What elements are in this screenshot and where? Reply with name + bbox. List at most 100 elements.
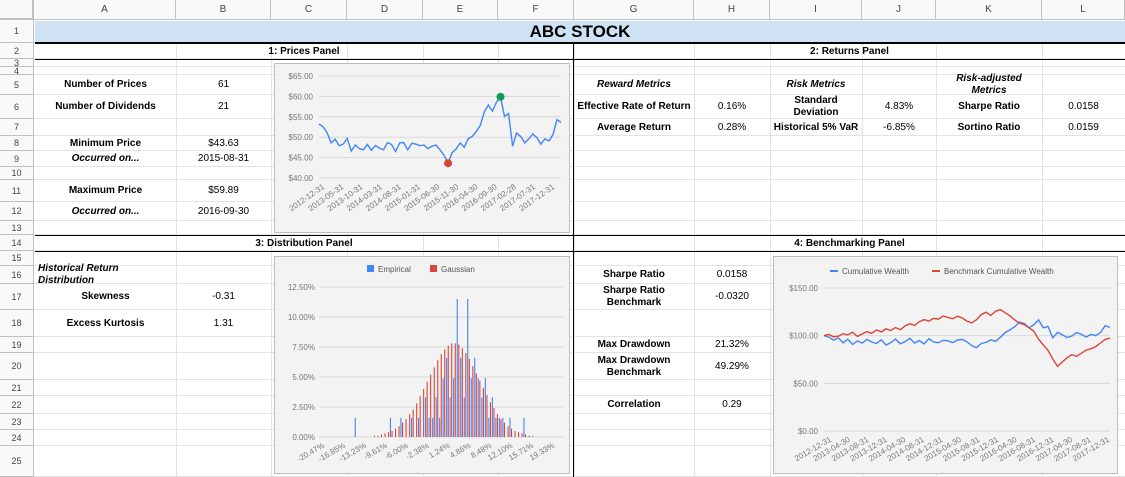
average-return-value[interactable]: 0.28%: [717, 121, 747, 133]
row-header-23[interactable]: 23: [0, 414, 34, 430]
row-header-2[interactable]: 2: [0, 43, 34, 59]
price-series-line: [318, 95, 562, 165]
row-header-20[interactable]: 20: [0, 353, 34, 380]
min-date-label[interactable]: Occurred on...: [71, 153, 140, 164]
correlation-value[interactable]: 0.29: [722, 399, 742, 410]
row-header-22[interactable]: 22: [0, 396, 34, 414]
column-header-a[interactable]: A: [34, 0, 176, 20]
column-header-i[interactable]: I: [770, 0, 862, 20]
var-label[interactable]: Historical 5% VaR: [773, 121, 859, 133]
select-all-corner[interactable]: [0, 0, 34, 20]
benchmark-chart[interactable]: $150.00 $100.00 $50.00 $0.00 Cumulative Weal…: [773, 256, 1118, 474]
sheet-title[interactable]: ABC STOCK: [529, 22, 631, 41]
max-drawdown-benchmark-label[interactable]: Max Drawdown Benchmark: [597, 354, 671, 378]
min-price-marker: [444, 159, 453, 168]
row-header-1[interactable]: 1: [0, 20, 34, 43]
num-prices-label[interactable]: Number of Prices: [64, 79, 147, 90]
row-header-19[interactable]: 19: [0, 337, 34, 353]
distribution-chart[interactable]: 12.50% 10.00% 7.50% 5.00% 2.50% 0.00% Empirica…: [274, 256, 570, 474]
correlation-label[interactable]: Correlation: [607, 399, 661, 410]
benchmarking-panel-header[interactable]: 4: Benchmarking Panel: [794, 237, 905, 249]
column-header-e[interactable]: E: [423, 0, 498, 20]
min-price-label[interactable]: Minimum Price: [69, 137, 142, 149]
row-header-14[interactable]: 14: [0, 235, 34, 251]
risk-metrics-header[interactable]: Risk Metrics: [786, 79, 846, 90]
column-header-h[interactable]: H: [694, 0, 770, 20]
max-date-label[interactable]: Occurred on...: [71, 205, 140, 217]
row-header-17[interactable]: 17: [0, 284, 34, 310]
gaussian-bar: [398, 426, 400, 437]
sortino-ratio-label[interactable]: Sortino Ratio: [957, 121, 1021, 133]
sharpe-ratio-value[interactable]: 0.0158: [1068, 101, 1099, 112]
column-header-c[interactable]: C: [271, 0, 347, 20]
risk-adjusted-metrics-header[interactable]: Risk-adjusted Metrics: [956, 73, 1022, 96]
row-header-9[interactable]: 9: [0, 151, 34, 167]
gaussian-bar: [528, 435, 530, 437]
empirical-bar: [509, 417, 511, 437]
column-header-k[interactable]: K: [936, 0, 1042, 20]
std-dev-value[interactable]: 4.83%: [884, 101, 914, 112]
gaussian-bar: [482, 387, 484, 437]
row-header-10[interactable]: 10: [0, 167, 34, 180]
max-price-value[interactable]: $59.89: [208, 185, 239, 196]
row-header-11[interactable]: 11: [0, 180, 34, 202]
skewness-label[interactable]: Skewness: [81, 291, 130, 302]
skewness-value[interactable]: -0.31: [212, 291, 235, 302]
row-gridline: [34, 445, 1125, 446]
average-return-label[interactable]: Average Return: [596, 121, 672, 133]
num-dividends-label[interactable]: Number of Dividends: [55, 101, 156, 112]
max-date-value[interactable]: 2016-09-30: [197, 205, 250, 217]
row-header-13[interactable]: 13: [0, 221, 34, 235]
kurtosis-label[interactable]: Excess Kurtosis: [66, 317, 145, 329]
row-header-18[interactable]: 18: [0, 310, 34, 337]
row-header-12[interactable]: 12: [0, 202, 34, 221]
row-header-5[interactable]: 5: [0, 75, 34, 95]
min-date-value[interactable]: 2015-08-31: [197, 153, 250, 164]
std-dev-label[interactable]: Standard Deviation: [793, 95, 839, 118]
row-header-4[interactable]: 4: [0, 67, 34, 76]
row-header-25[interactable]: 25: [0, 446, 34, 477]
column-header-j[interactable]: J: [862, 0, 936, 20]
row-header-24[interactable]: 24: [0, 430, 34, 446]
bench-sharpe-label[interactable]: Sharpe Ratio: [603, 269, 665, 280]
row-header-3[interactable]: 3: [0, 59, 34, 68]
row-header-7[interactable]: 7: [0, 119, 34, 136]
distribution-header[interactable]: Historical Return Distribution: [38, 263, 119, 286]
min-price-value[interactable]: $43.63: [208, 137, 239, 149]
returns-panel-header[interactable]: 2: Returns Panel: [810, 45, 889, 57]
num-prices-value[interactable]: 61: [217, 79, 230, 90]
column-header-b[interactable]: B: [176, 0, 271, 20]
effective-rate-label[interactable]: Effective Rate of Return: [577, 101, 691, 112]
num-dividends-value[interactable]: 21: [217, 101, 230, 112]
column-header-d[interactable]: D: [347, 0, 423, 20]
column-header-l[interactable]: L: [1042, 0, 1125, 20]
row-header-8[interactable]: 8: [0, 136, 34, 151]
row-header-21[interactable]: 21: [0, 380, 34, 396]
kurtosis-value[interactable]: 1.31: [213, 317, 234, 329]
row-header-15[interactable]: 15: [0, 251, 34, 266]
sharpe-benchmark-value[interactable]: -0.0320: [715, 291, 749, 302]
max-price-label[interactable]: Maximum Price: [68, 185, 143, 196]
sortino-ratio-value[interactable]: 0.0159: [1068, 121, 1099, 133]
effective-rate-value[interactable]: 0.16%: [717, 101, 747, 112]
bench-sharpe-value[interactable]: 0.0158: [716, 269, 748, 280]
column-header-f[interactable]: F: [498, 0, 574, 20]
row-header-16[interactable]: 16: [0, 266, 34, 284]
gaussian-bar: [468, 359, 470, 437]
max-drawdown-value[interactable]: 21.32%: [715, 339, 749, 350]
column-header-g[interactable]: G: [574, 0, 694, 20]
var-value[interactable]: -6.85%: [883, 121, 915, 133]
prices-chart[interactable]: $65.00 $60.00 $55.00 $50.00 $45.00 $40.00 2012…: [274, 63, 570, 233]
legend-empirical-swatch: [367, 265, 374, 272]
distribution-panel-header[interactable]: 3: Distribution Panel: [255, 237, 353, 249]
prices-panel-header[interactable]: 1: Prices Panel: [268, 45, 340, 57]
row-header-6[interactable]: 6: [0, 95, 34, 119]
max-drawdown-benchmark-value[interactable]: 49.29%: [715, 360, 749, 372]
sharpe-ratio-label[interactable]: Sharpe Ratio: [958, 101, 1020, 112]
gaussian-bar: [444, 349, 446, 437]
sharpe-benchmark-label[interactable]: Sharpe Ratio Benchmark: [603, 285, 665, 308]
max-drawdown-label[interactable]: Max Drawdown: [597, 339, 671, 350]
row-gridline: [34, 283, 1125, 284]
row-gridline: [34, 234, 1125, 235]
reward-metrics-header[interactable]: Reward Metrics: [597, 79, 671, 90]
